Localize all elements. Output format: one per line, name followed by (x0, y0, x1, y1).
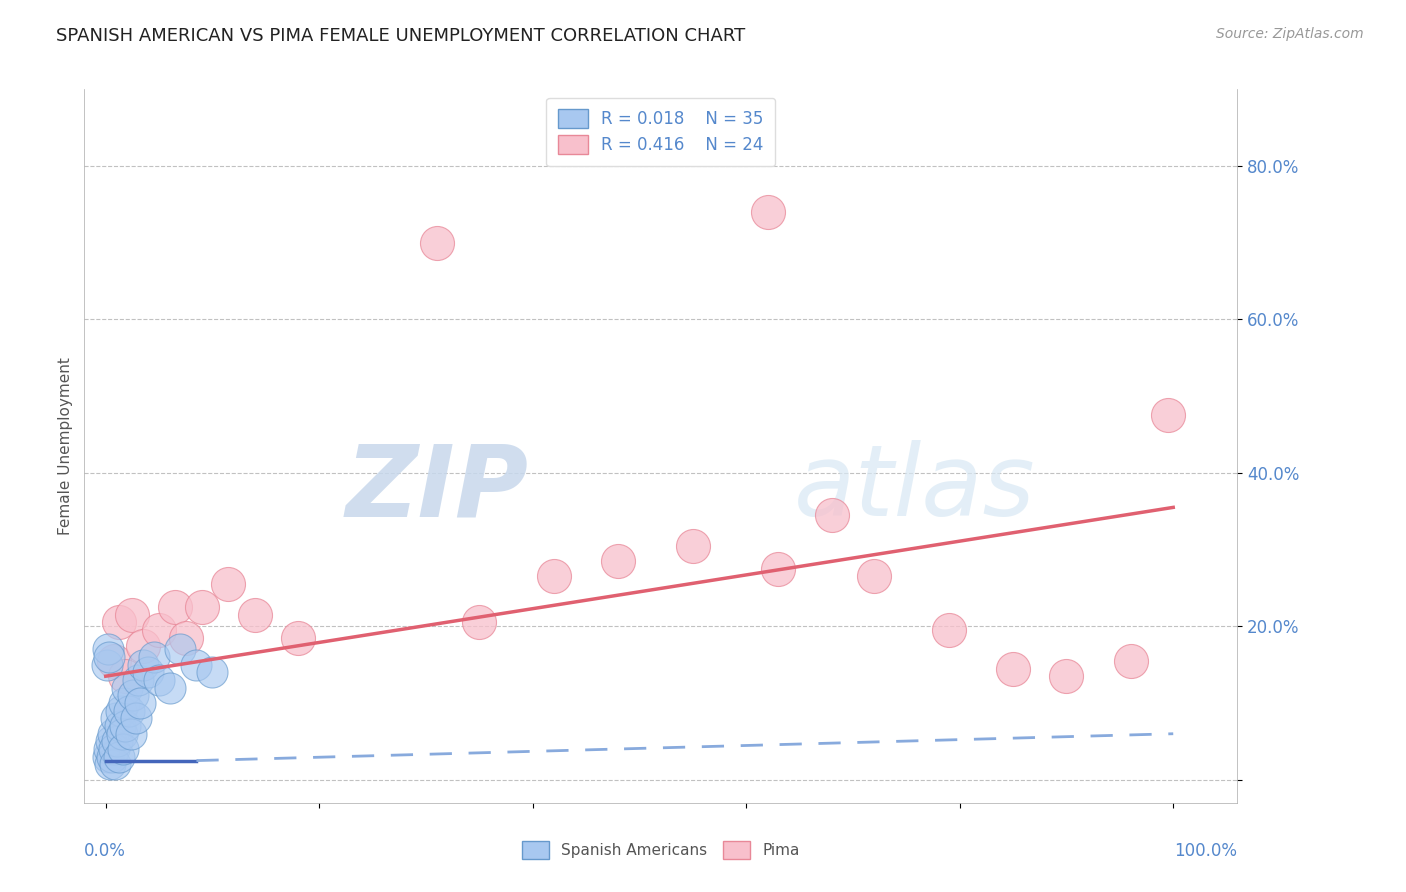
Point (1056, 669, 1078, 683)
Point (107, 749, 129, 764)
Point (112, 696, 135, 710)
Point (820, 508, 842, 522)
Point (105, 711, 128, 725)
Point (768, 562, 790, 576)
Point (97, 650, 120, 665)
Point (128, 696, 150, 710)
Point (287, 631, 309, 645)
Text: Source: ZipAtlas.com: Source: ZipAtlas.com (1216, 27, 1364, 41)
Point (607, 554, 630, 568)
Point (114, 669, 136, 683)
Point (107, 615, 129, 630)
Point (243, 607, 266, 622)
Point (103, 654, 125, 668)
Point (148, 623, 170, 637)
Point (165, 600, 187, 615)
Point (426, 235, 449, 250)
Point (938, 623, 960, 637)
Point (104, 757, 127, 772)
Point (110, 704, 132, 718)
Point (169, 642, 191, 657)
Point (186, 657, 208, 672)
Point (111, 727, 134, 741)
Point (756, 205, 779, 219)
Point (103, 742, 125, 756)
Point (218, 577, 240, 591)
Point (682, 539, 704, 553)
Point (1002, 661, 1025, 675)
Point (132, 657, 155, 672)
Point (111, 742, 134, 756)
Text: 0.0%: 0.0% (84, 842, 127, 860)
Y-axis label: Female Unemployment: Female Unemployment (58, 357, 73, 535)
Point (100, 734, 122, 748)
Point (108, 719, 131, 733)
Point (121, 607, 143, 622)
Point (201, 665, 224, 680)
Legend: Spanish Americans, Pima: Spanish Americans, Pima (515, 834, 807, 866)
Point (1157, 409, 1180, 423)
Point (174, 631, 197, 645)
Point (114, 719, 136, 733)
Point (124, 711, 146, 725)
Point (468, 615, 491, 630)
Point (138, 665, 160, 680)
Point (107, 734, 129, 748)
Point (127, 673, 149, 687)
Point (120, 727, 142, 741)
Point (97, 749, 120, 764)
Point (142, 650, 165, 665)
Point (103, 727, 124, 741)
Point (115, 681, 138, 695)
Text: atlas: atlas (793, 441, 1035, 537)
Point (96, 657, 118, 672)
Point (122, 689, 145, 703)
Point (148, 673, 170, 687)
Point (118, 704, 141, 718)
Point (97, 742, 120, 756)
Text: ZIP: ZIP (346, 441, 529, 537)
Point (543, 569, 565, 583)
Point (191, 600, 214, 615)
Text: 100.0%: 100.0% (1174, 842, 1237, 860)
Point (1119, 654, 1142, 668)
Text: SPANISH AMERICAN VS PIMA FEMALE UNEMPLOYMENT CORRELATION CHART: SPANISH AMERICAN VS PIMA FEMALE UNEMPLOY… (56, 27, 745, 45)
Point (132, 639, 155, 653)
Point (98, 757, 121, 772)
Point (97, 642, 120, 657)
Point (101, 749, 124, 764)
Point (863, 569, 886, 583)
Point (159, 681, 181, 695)
